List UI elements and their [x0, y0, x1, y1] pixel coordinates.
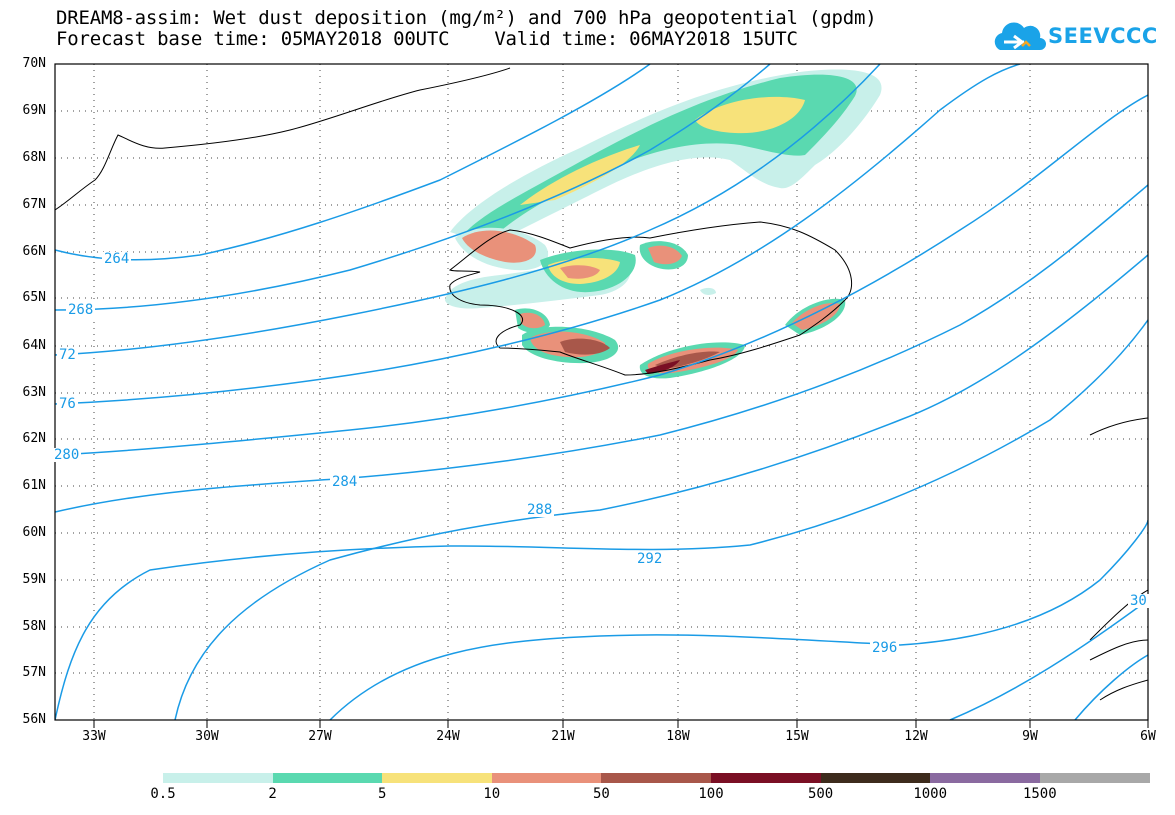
lon-label: 9W [1022, 729, 1038, 744]
colorbar-label: 500 [807, 786, 834, 802]
colorbar-label: 1500 [1022, 786, 1057, 802]
lon-label: 24W [436, 729, 460, 744]
contour-label: 72 [57, 347, 78, 363]
contour-label: 284 [330, 474, 360, 490]
colorbar-box [163, 773, 274, 783]
lat-label: 70N [22, 56, 46, 71]
coastlines [55, 67, 1148, 701]
colorbar-box [820, 773, 931, 783]
colorbar-box [382, 773, 493, 783]
contour-label: 264 [102, 251, 132, 267]
contour-label: 296 [870, 640, 900, 656]
lat-label: 60N [22, 525, 46, 540]
contour-label: 268 [66, 302, 96, 318]
lon-label: 18W [666, 729, 690, 744]
map-title-line1: DREAM8-assim: Wet dust deposition (mg/m²… [56, 7, 877, 29]
contour-label: 30 [1128, 593, 1149, 609]
colorbar-label: 2 [268, 786, 277, 802]
contour-label: 76 [57, 396, 78, 412]
seevccc-logo: SEEVCCC [990, 18, 1157, 56]
colorbar-label: 10 [483, 786, 501, 802]
lat-label: 59N [22, 572, 46, 587]
colorbar-label: 0.5 [150, 786, 176, 802]
colorbar-box [1039, 773, 1150, 783]
map-title-line2: Forecast base time: 05MAY2018 00UTC Vali… [56, 28, 798, 50]
lat-label: 67N [22, 197, 46, 212]
lat-label: 57N [22, 665, 46, 680]
contour-label: 288 [525, 502, 555, 518]
colorbar-label: 5 [377, 786, 387, 802]
logo-text: SEEVCCC [1048, 24, 1158, 48]
geopotential-contours [55, 64, 1148, 720]
lon-label: 12W [904, 729, 928, 744]
axis-ticks [93, 720, 1149, 728]
contour-label: 292 [635, 551, 665, 567]
colorbar-box [930, 773, 1041, 783]
lat-label: 56N [22, 712, 46, 727]
lon-label: 33W [82, 729, 106, 744]
lat-label: 66N [22, 244, 46, 259]
lon-label: 30W [195, 729, 219, 744]
lon-label: 27W [308, 729, 332, 744]
colorbar-label: 100 [698, 786, 724, 802]
cloud-logo-icon [994, 22, 1046, 50]
lat-label: 62N [22, 431, 46, 446]
lat-label: 69N [22, 103, 46, 118]
lon-label: 15W [785, 729, 809, 744]
lat-label: 61N [22, 478, 46, 493]
lat-label: 68N [22, 150, 46, 165]
colorbar-label: 50 [592, 786, 610, 802]
lat-label: 63N [22, 385, 46, 400]
colorbar-box [272, 773, 383, 783]
lon-label: 21W [551, 729, 575, 744]
lat-label: 58N [22, 619, 46, 634]
lat-label: 65N [22, 290, 46, 305]
dust-deposition-field [445, 69, 882, 379]
lat-label: 64N [22, 338, 46, 353]
contour-label: 280 [52, 447, 82, 463]
colorbar-box [711, 773, 822, 783]
colorbar-box [491, 773, 602, 783]
colorbar-label: 1000 [913, 786, 948, 802]
plot-frame [54, 63, 1149, 721]
colorbar-box [601, 773, 712, 783]
lon-label: 6W [1140, 729, 1156, 744]
